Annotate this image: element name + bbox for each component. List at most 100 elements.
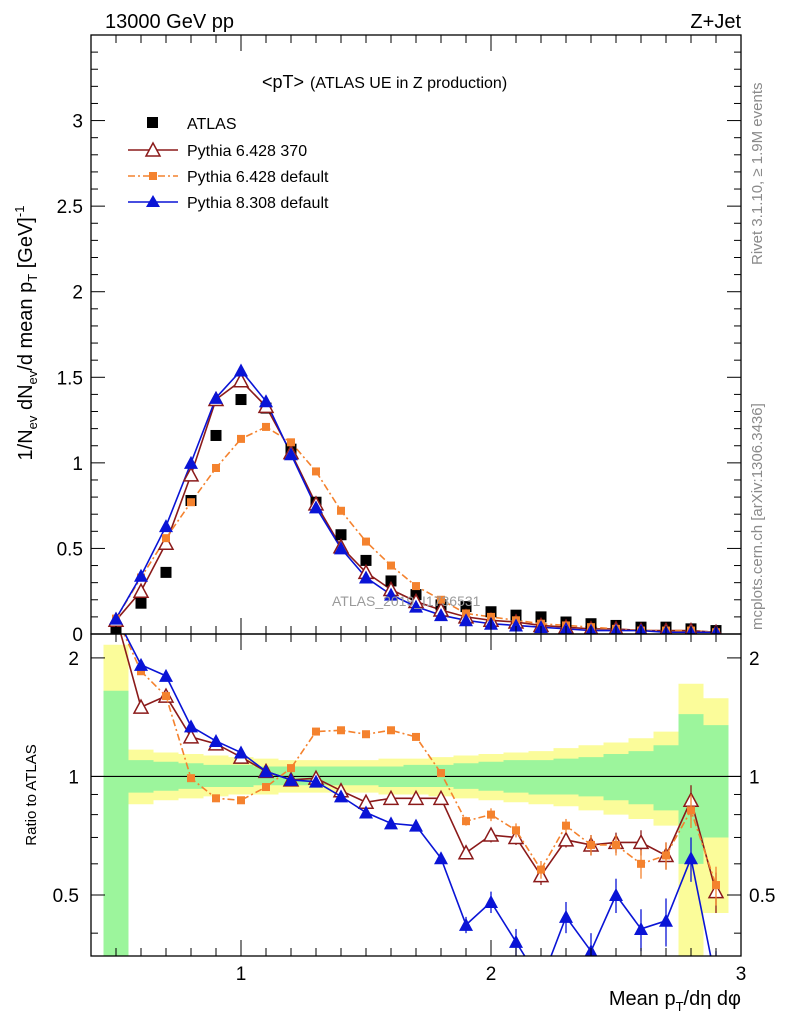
main-point-py8	[334, 541, 348, 555]
main-point-py6-default	[437, 595, 445, 604]
ratio-point-py6-default	[262, 783, 270, 792]
ratio-point-py8	[484, 894, 498, 908]
legend-marker-py6-default	[149, 172, 157, 180]
main-point-py6-default	[162, 534, 170, 543]
ratio-point-py6-default	[437, 769, 445, 778]
ratio-point-py8	[359, 805, 373, 819]
ratio-y-tick-label-right: 2	[749, 649, 760, 670]
main-point-py6-370	[182, 466, 200, 482]
legend-label-atlas: ATLAS	[187, 116, 237, 133]
main-point-py8	[434, 608, 448, 622]
main-point-atlas	[335, 529, 347, 541]
main-point-py6-370	[157, 534, 175, 551]
ratio-point-py6-370	[432, 789, 450, 806]
legend-label-py6-370: Pythia 6.428 370	[187, 143, 307, 160]
ratio-point-py6-default	[287, 764, 295, 773]
ratio-point-py6-default	[212, 794, 220, 803]
ratio-point-py8	[234, 745, 248, 759]
ratio-point-py6-default	[337, 726, 345, 735]
main-point-py8	[234, 363, 248, 377]
ratio-point-py8	[409, 818, 423, 832]
main-point-atlas	[210, 429, 222, 441]
ratio-point-py6-370	[557, 831, 575, 847]
ratio-point-py8	[609, 887, 623, 901]
ratio-point-py6-default	[162, 692, 170, 701]
ratio-y-tick-label-right: 1	[749, 767, 760, 788]
main-point-py6-default	[362, 537, 370, 546]
main-point-py8	[409, 599, 423, 613]
ratio-point-py8	[434, 851, 448, 865]
ratio-point-py6-370	[407, 789, 425, 806]
legend-label-py6-default: Pythia 6.428 default	[187, 169, 329, 186]
main-point-py8	[134, 568, 148, 582]
legend-marker-atlas	[147, 117, 158, 128]
ratio-point-py6-default	[637, 859, 645, 868]
ratio-point-py6-default	[312, 727, 320, 736]
ratio-point-py8	[159, 668, 173, 682]
ratio-y-tick-label: 0.5	[53, 886, 79, 907]
ratio-point-py6-default	[187, 774, 195, 783]
x-tick-label: 2	[486, 964, 497, 985]
ratio-point-py6-default	[712, 881, 720, 890]
main-y-tick-label: 1	[72, 454, 83, 475]
ratio-y-axis-label: Ratio to ATLAS	[23, 744, 40, 845]
legend-label-py8: Pythia 8.308 default	[187, 195, 329, 212]
ratio-point-py6-default	[612, 840, 620, 849]
ratio-point-py8	[209, 734, 223, 748]
ratio-point-py6-default	[137, 667, 145, 676]
ratio-y-tick-label: 1	[68, 767, 79, 788]
ratio-point-py8	[559, 909, 573, 923]
ratio-point-py6-default	[512, 826, 520, 835]
ratio-point-py6-default	[412, 732, 420, 741]
ratio-point-py8	[684, 851, 698, 865]
header-left: 13000 GeV pp	[105, 11, 234, 33]
legend: ATLAS Pythia 6.428 370 Pythia 6.428 defa…	[128, 116, 329, 212]
ratio-point-py8	[134, 657, 148, 671]
ratio-point-py8	[534, 975, 548, 988]
analysis-watermark: ATLAS_2019_I1736531	[332, 593, 481, 609]
main-point-py8	[159, 519, 173, 533]
main-y-tick-label: 1.5	[57, 368, 83, 389]
main-point-py6-default	[387, 561, 395, 570]
main-point-py6-default	[337, 506, 345, 515]
main-point-py6-370	[132, 582, 150, 598]
main-point-py6-default	[312, 467, 320, 476]
main-y-tick-label: 2	[72, 283, 83, 304]
main-point-py8	[509, 618, 523, 632]
ratio-point-py8	[659, 913, 673, 927]
x-axis-label: Mean pT/dη dφ	[609, 988, 741, 1014]
ratio-uncertainty-bands	[103, 644, 729, 956]
legend-marker-py6-370	[144, 141, 162, 157]
main-point-py8	[309, 500, 323, 514]
main-y-tick-label: 0.5	[57, 539, 83, 560]
band-yellow	[103, 644, 729, 956]
ratio-point-py6-default	[487, 810, 495, 819]
ratio-point-py8	[709, 975, 723, 988]
ratio-point-py6-370	[182, 728, 200, 744]
ratio-point-py6-default	[587, 840, 595, 849]
mcplots-reference-text: mcplots.cern.ch [arXiv:1306.3436]	[749, 403, 766, 630]
header-right: Z+Jet	[690, 11, 741, 33]
main-point-py8	[184, 455, 198, 469]
main-point-atlas	[460, 601, 472, 613]
main-point-py8	[459, 613, 473, 627]
axis-ticks: 0 0.5 1 1.5 2 2.5 3 1 2 3 0.5 0.5 1 1 2 2	[53, 35, 775, 985]
main-point-py8	[209, 390, 223, 404]
main-point-atlas	[235, 394, 247, 406]
ratio-point-py6-370	[132, 698, 150, 714]
ratio-point-py6-default	[662, 851, 670, 860]
ratio-point-py8	[259, 764, 273, 778]
ratio-point-py8	[509, 934, 523, 948]
x-tick-label: 3	[736, 964, 747, 985]
main-point-atlas	[360, 554, 372, 566]
rivet-version-text: Rivet 3.1.10, ≥ 1.9M events	[749, 83, 766, 266]
main-point-py8	[359, 570, 373, 584]
main-point-py8	[259, 394, 273, 408]
main-point-atlas	[135, 597, 147, 609]
main-point-py6-370	[232, 372, 250, 388]
main-title-sub: (ATLAS UE in Z production)	[310, 75, 507, 92]
main-point-py6-default	[262, 422, 270, 431]
ratio-point-py6-370	[382, 789, 400, 806]
main-point-py8	[284, 447, 298, 461]
